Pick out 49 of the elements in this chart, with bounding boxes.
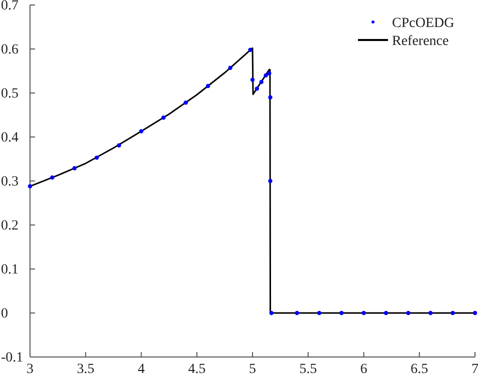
point xyxy=(406,310,410,316)
point xyxy=(259,80,264,84)
point xyxy=(450,310,455,316)
y-tick-label: 0.6 xyxy=(1,42,18,58)
point xyxy=(267,71,272,76)
point xyxy=(206,84,210,88)
legend-label: Reference xyxy=(392,34,449,49)
x-tick-label: 6 xyxy=(360,362,368,377)
point xyxy=(228,66,232,70)
x-tick-label: 5 xyxy=(249,362,256,377)
line-series xyxy=(29,47,476,314)
point xyxy=(161,116,166,120)
point xyxy=(116,143,122,148)
x-tick-label: 5.5 xyxy=(299,362,317,377)
point xyxy=(317,310,322,316)
point xyxy=(264,73,268,78)
point xyxy=(269,310,274,316)
point xyxy=(362,310,366,316)
point xyxy=(139,129,144,134)
y-tick-label: 0.2 xyxy=(1,218,18,234)
point xyxy=(184,100,188,105)
x-tick-label: 7 xyxy=(472,362,478,377)
point xyxy=(268,178,272,184)
point xyxy=(268,95,272,100)
y-tick-label: 0.7 xyxy=(1,0,18,14)
y-tick-label: 0.3 xyxy=(1,174,18,190)
point xyxy=(428,310,433,316)
point xyxy=(294,310,300,316)
y-tick-label: 0.1 xyxy=(1,262,18,278)
point xyxy=(50,175,54,180)
y-tick-label: 0.5 xyxy=(1,86,18,102)
y-tick-label: -0.1 xyxy=(1,350,24,366)
x-tick-label: 3.5 xyxy=(76,362,94,377)
point xyxy=(254,86,260,91)
x-tick-label: 4.5 xyxy=(188,362,206,377)
x-tick-label: 4 xyxy=(138,362,145,377)
point xyxy=(339,310,344,316)
point xyxy=(384,310,388,316)
y-tick-label: 0 xyxy=(1,306,8,322)
point xyxy=(28,184,32,188)
point xyxy=(72,166,77,170)
legend-label: CPcOEDG xyxy=(392,16,454,31)
point xyxy=(472,310,478,316)
x-tick-label: 6.5 xyxy=(410,362,428,377)
point xyxy=(248,48,252,52)
point xyxy=(94,156,99,160)
y-tick-label: 0.4 xyxy=(1,130,18,146)
point xyxy=(250,78,255,82)
x-tick-label: 3 xyxy=(26,362,34,377)
